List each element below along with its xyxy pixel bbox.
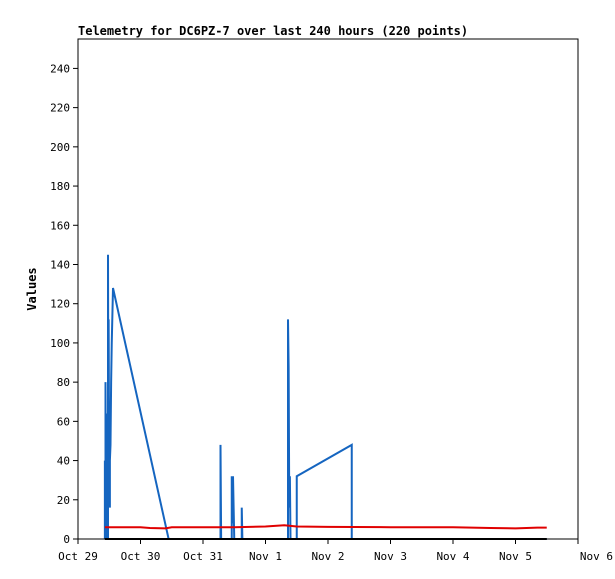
y-axis-label: Values — [25, 267, 39, 310]
series-line-2 — [104, 524, 547, 530]
y-tick-label: 120 — [50, 298, 70, 311]
x-tick-label: Nov 5 — [499, 550, 532, 563]
x-tick-label: Oct 30 — [121, 550, 161, 563]
x-tick-label: Nov 1 — [249, 550, 282, 563]
axis-layer: 0 20 40 60 80 100 120 140 160 180 200 220 240 Oct 29 O… — [50, 62, 613, 563]
x-tick-label: Oct 31 — [183, 550, 223, 563]
y-tick-label: 160 — [50, 219, 70, 232]
y-tick-label: 220 — [50, 102, 70, 115]
y-tick-label: 200 — [50, 141, 70, 154]
x-tick-label: Nov 3 — [374, 550, 407, 563]
plot-background — [78, 39, 578, 539]
y-tick-label: 60 — [57, 415, 70, 428]
y-tick-label: 20 — [57, 494, 70, 507]
plot-frame — [77, 38, 579, 540]
y-tick-label: 180 — [50, 180, 70, 193]
y-tick-label: 140 — [50, 258, 70, 271]
x-tick-label: Nov 6 — [580, 550, 613, 563]
y-tick-label: 80 — [57, 376, 70, 389]
y-tick-label: 100 — [50, 337, 70, 350]
x-tick-label: Oct 29 — [58, 550, 98, 563]
y-tick-label: 40 — [57, 455, 70, 468]
y-tick-label: 240 — [50, 62, 70, 75]
x-tick-label: Nov 4 — [436, 550, 469, 563]
x-tick-label: Nov 2 — [311, 550, 344, 563]
y-tick-label: 0 — [63, 533, 70, 546]
chart-title: Telemetry for DC6PZ-7 over last 240 hour… — [78, 24, 468, 38]
